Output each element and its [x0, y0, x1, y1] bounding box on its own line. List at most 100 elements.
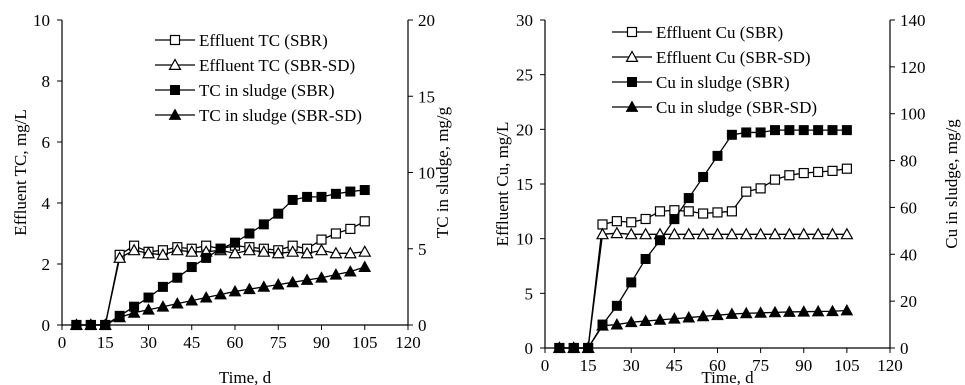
- x-tick-label: 75: [270, 333, 287, 352]
- data-point: [797, 305, 811, 317]
- data-point: [726, 129, 737, 140]
- data-point: [654, 206, 666, 217]
- data-point: [201, 252, 212, 263]
- x-tick-label: 60: [227, 333, 244, 352]
- legend-entry: TC in sludge (SBR): [155, 81, 335, 100]
- data-point: [797, 227, 811, 240]
- y-tick-label-right: 40: [900, 245, 917, 264]
- data-point: [172, 272, 183, 283]
- data-point: [755, 183, 766, 194]
- legend-entry: Effluent TC (SBR-SD): [155, 56, 355, 75]
- data-point: [242, 243, 256, 256]
- data-point: [811, 304, 825, 317]
- x-tick-label: 30: [623, 356, 640, 375]
- data-point: [329, 246, 343, 259]
- data-point: [214, 287, 227, 300]
- data-point: [813, 166, 824, 178]
- data-point: [683, 206, 694, 217]
- data-point: [811, 227, 825, 240]
- data-point: [199, 291, 213, 303]
- x-tick-label: 90: [795, 356, 812, 375]
- legend-marker: [168, 58, 182, 71]
- y-tick-label-right: 5: [418, 240, 427, 259]
- data-point: [345, 223, 356, 235]
- data-point: [156, 248, 170, 260]
- data-point: [315, 271, 328, 283]
- x-tick-label: 120: [395, 333, 421, 352]
- data-point: [142, 303, 155, 315]
- data-point: [273, 208, 284, 219]
- data-point: [329, 268, 343, 280]
- data-point: [725, 307, 739, 319]
- legend-label: Cu in sludge (SBR-SD): [656, 98, 817, 117]
- x-axis-label: Time, d: [701, 368, 754, 385]
- data-point: [300, 273, 314, 285]
- legend-entry: Effluent Cu (SBR): [612, 23, 783, 42]
- y-tick-label-left: 0: [42, 316, 51, 335]
- data-point: [596, 319, 609, 331]
- data-point: [784, 170, 795, 181]
- x-tick-label: 105: [352, 333, 378, 352]
- legend-label: Effluent Cu (SBR-SD): [656, 48, 811, 67]
- data-point: [271, 278, 285, 290]
- data-point: [784, 125, 795, 136]
- y-tick-label-left: 15: [516, 175, 533, 194]
- data-point: [185, 245, 199, 257]
- legend-label: Effluent TC (SBR): [199, 31, 328, 50]
- x-tick-label: 0: [541, 356, 550, 375]
- data-point: [113, 251, 127, 263]
- data-point: [798, 125, 809, 136]
- data-point: [712, 207, 723, 218]
- y-tick-label-left: 5: [525, 284, 534, 303]
- data-point: [271, 246, 285, 259]
- data-point: [228, 284, 242, 297]
- data-point: [215, 243, 226, 254]
- data-point: [258, 219, 269, 230]
- legend-label: TC in sludge (SBR-SD): [199, 106, 362, 125]
- data-point: [726, 206, 737, 217]
- legend-marker: [625, 100, 639, 112]
- x-tick-label: 75: [752, 356, 769, 375]
- data-point: [782, 227, 796, 240]
- y-tick-label-left: 6: [42, 133, 51, 152]
- data-point: [741, 186, 752, 197]
- data-point: [330, 188, 341, 199]
- x-tick-label: 105: [834, 356, 860, 375]
- data-point: [257, 280, 271, 292]
- data-point: [826, 304, 839, 317]
- data-point: [710, 227, 725, 240]
- data-point: [741, 127, 752, 138]
- data-point: [653, 313, 667, 325]
- x-tick-label: 30: [140, 333, 157, 352]
- data-point: [186, 262, 197, 273]
- data-point: [286, 275, 300, 288]
- data-point: [553, 341, 566, 353]
- data-point: [170, 297, 184, 309]
- data-point: [712, 150, 723, 161]
- data-point: [343, 265, 357, 277]
- legend-marker: [168, 108, 182, 120]
- data-point: [725, 227, 739, 240]
- data-point: [610, 318, 624, 330]
- y-tick-label-left: 10: [516, 230, 533, 249]
- y-tick-label-right: 60: [900, 198, 917, 217]
- data-point: [698, 208, 709, 219]
- data-point: [755, 127, 766, 138]
- data-point: [696, 309, 710, 322]
- data-point: [840, 227, 854, 240]
- y-axis-label-right: TC in sludge, mg/g: [433, 106, 452, 238]
- data-point: [98, 318, 112, 330]
- data-point: [841, 125, 852, 136]
- data-point: [769, 174, 781, 185]
- x-axis-label: Time, d: [219, 368, 272, 385]
- data-point: [698, 171, 709, 182]
- x-tick-label: 15: [580, 356, 597, 375]
- series-4: [70, 260, 372, 330]
- y-tick-label-right: 15: [418, 87, 435, 106]
- data-point: [358, 245, 372, 257]
- data-point: [639, 314, 652, 326]
- data-point: [711, 308, 724, 321]
- data-point: [228, 246, 242, 259]
- data-point: [655, 235, 665, 246]
- data-point: [230, 237, 240, 248]
